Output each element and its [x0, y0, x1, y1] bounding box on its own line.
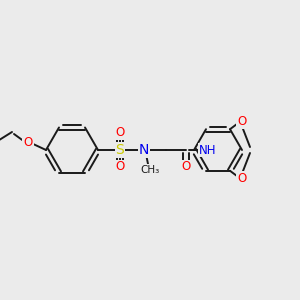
Text: NH: NH: [199, 143, 217, 157]
Text: O: O: [116, 160, 124, 173]
Text: O: O: [237, 172, 247, 185]
Text: N: N: [139, 143, 149, 157]
Text: O: O: [116, 127, 124, 140]
Text: CH₃: CH₃: [140, 165, 160, 175]
Text: O: O: [23, 136, 33, 148]
Text: O: O: [182, 160, 190, 173]
Text: S: S: [116, 143, 124, 157]
Text: O: O: [237, 115, 247, 128]
